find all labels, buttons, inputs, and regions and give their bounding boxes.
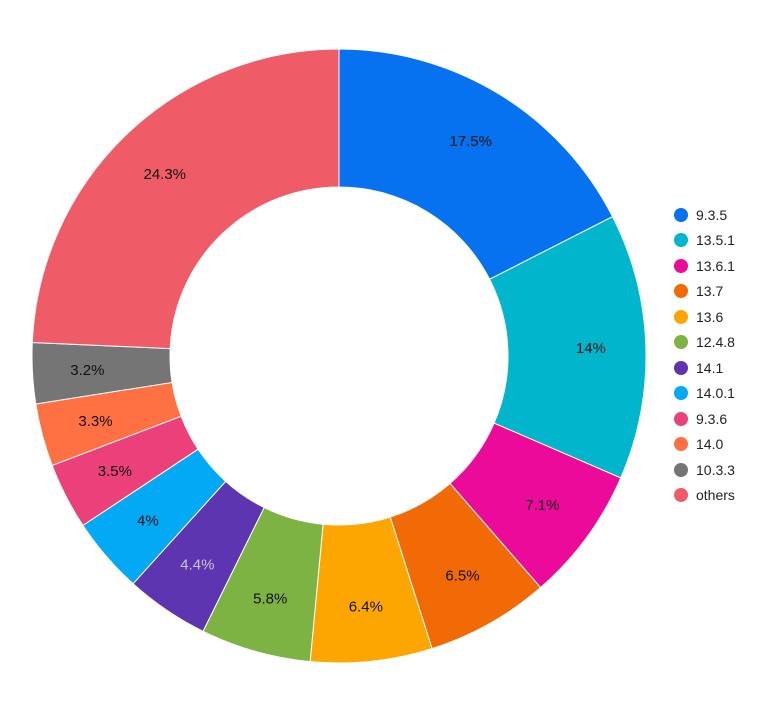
legend-swatch-icon	[674, 258, 688, 273]
slice-label: 3.5%	[98, 463, 132, 480]
slice-label: 3.2%	[70, 362, 104, 379]
legend-label: 14.0.1	[696, 385, 735, 402]
legend-item[interactable]: 14.1	[674, 355, 735, 381]
legend-label: 9.3.6	[696, 410, 728, 427]
legend-item[interactable]: 10.3.3	[674, 457, 735, 483]
legend-swatch-icon	[674, 284, 688, 299]
legend-label: 14.1	[696, 359, 724, 376]
slice-label: 3.3%	[78, 413, 112, 430]
donut-slice[interactable]	[31, 48, 340, 350]
legend-swatch-icon	[674, 309, 688, 324]
donut-slice[interactable]	[338, 48, 614, 280]
slice-label: 4.4%	[180, 556, 214, 573]
legend-item[interactable]: 13.6	[674, 304, 735, 330]
legend-label: 14.0	[696, 436, 724, 453]
legend-item[interactable]: 13.7	[674, 279, 735, 305]
legend-swatch-icon	[674, 335, 688, 350]
donut-chart: 17.5% 14% 7.1% 6.5% 6.4% 5.8% 4.4% 4% 3.5% 3.3% 3.…	[31, 48, 647, 664]
slice-label: 17.5%	[449, 133, 492, 150]
legend-label: 9.3.5	[696, 206, 728, 223]
legend-item[interactable]: 9.3.6	[674, 406, 735, 432]
chart-legend: 9.3.5 13.5.1 13.6.1 13.7 13.6 12.4.8 14.…	[674, 202, 735, 508]
legend-label: 13.6	[696, 308, 724, 325]
slice-label: 5.8%	[253, 590, 287, 607]
legend-swatch-icon	[674, 488, 688, 503]
legend-label: 13.7	[696, 283, 724, 300]
legend-item[interactable]: 9.3.5	[674, 202, 735, 228]
slice-label: 14%	[576, 340, 606, 357]
slice-label: 7.1%	[525, 497, 559, 514]
slice-label: 6.5%	[445, 568, 479, 585]
legend-swatch-icon	[674, 437, 688, 452]
legend-swatch-icon	[674, 233, 688, 248]
legend-item[interactable]: 13.6.1	[674, 253, 735, 279]
legend-label: 12.4.8	[696, 334, 735, 351]
legend-swatch-icon	[674, 360, 688, 375]
legend-label: 13.5.1	[696, 232, 735, 249]
legend-item[interactable]: 14.0.1	[674, 381, 735, 407]
legend-swatch-icon	[674, 462, 688, 477]
legend-label: 13.6.1	[696, 257, 735, 274]
donut-slice[interactable]	[488, 215, 647, 479]
legend-label: 10.3.3	[696, 461, 735, 478]
legend-swatch-icon	[674, 386, 688, 401]
legend-swatch-icon	[674, 207, 688, 222]
slice-label: 24.3%	[143, 166, 186, 183]
legend-item[interactable]: 14.0	[674, 432, 735, 458]
legend-swatch-icon	[674, 411, 688, 426]
legend-item[interactable]: 12.4.8	[674, 330, 735, 356]
legend-label: others	[696, 487, 735, 504]
slice-label: 4%	[137, 512, 159, 529]
legend-item[interactable]: others	[674, 483, 735, 509]
slice-label: 6.4%	[349, 599, 383, 616]
legend-item[interactable]: 13.5.1	[674, 228, 735, 254]
